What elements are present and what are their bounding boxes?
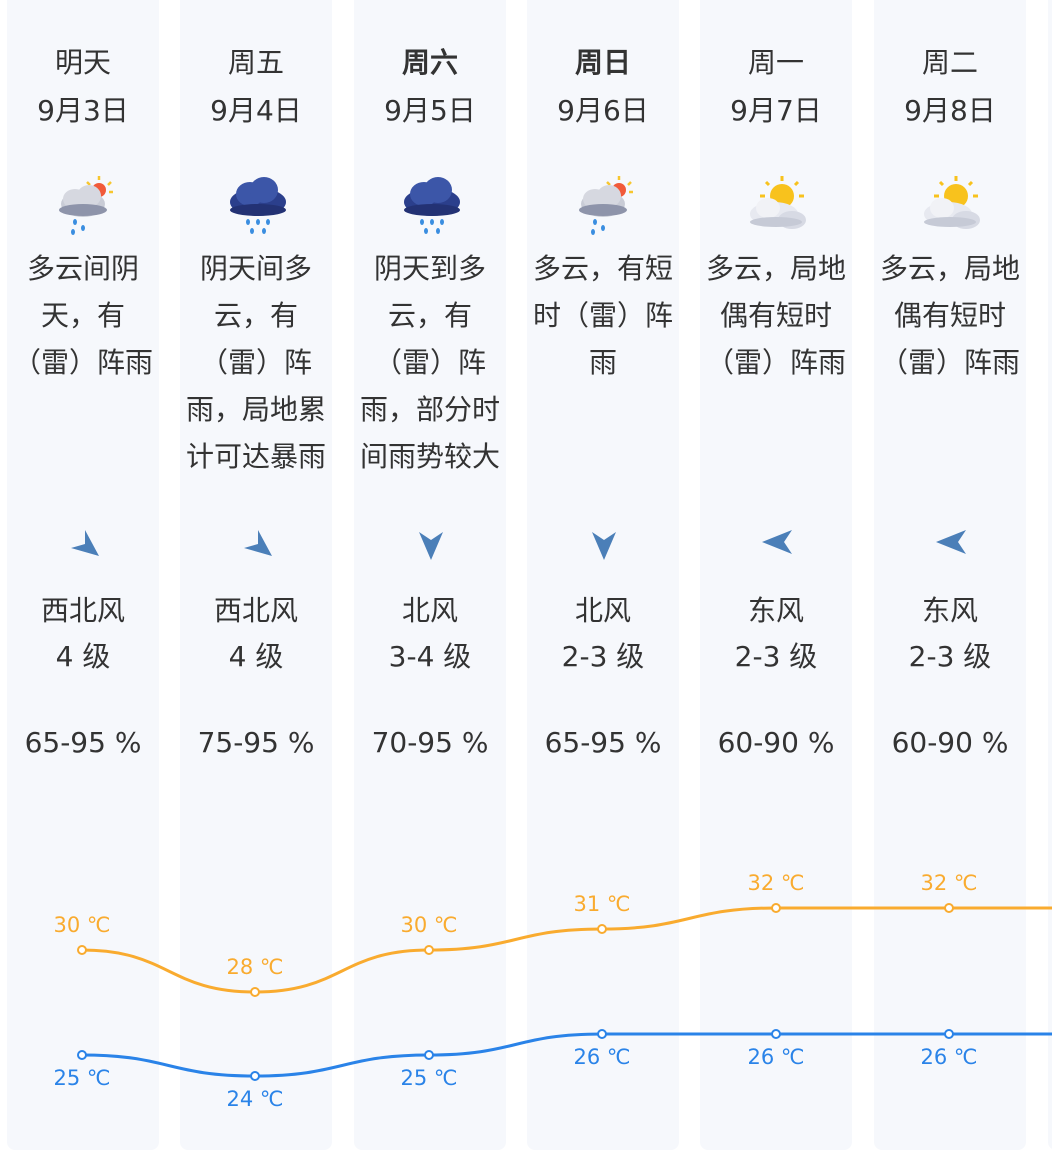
sun-behind-clouds-icon (746, 168, 810, 240)
weather-description: 多云，局地偶有短时（雷）阵雨 (705, 252, 846, 379)
day-date: 9月3日 (37, 94, 129, 127)
wind-direction: 北风 (574, 594, 631, 627)
arrow-west-icon (936, 522, 966, 562)
day-name: 周六 (401, 46, 458, 79)
weather-description: 阴天间多云，有（雷）阵雨，局地累计可达暴雨 (185, 252, 326, 473)
overcast-rain-icon (400, 168, 464, 240)
forecast-day-card: 周一 9月7日 多云，局地偶有短时（雷）阵雨 东风 2-3 级 60-90 % (700, 0, 852, 1150)
day-name: 周日 (574, 46, 631, 79)
wind-level: 4 级 (228, 640, 284, 673)
day-date: 9月7日 (730, 94, 822, 127)
humidity: 60-90 % (717, 726, 835, 759)
wind-level: 2-3 级 (734, 640, 818, 673)
day-date: 9月8日 (904, 94, 996, 127)
wind-level: 2-3 级 (561, 640, 645, 673)
wind-direction: 西北风 (213, 594, 298, 627)
humidity: 65-95 % (544, 726, 662, 759)
forecast-day-card: 周六 9月5日 阴天到多云，有（雷）阵雨，部分时间雨势较大 北风 3-4 级 7… (354, 0, 506, 1150)
day-name: 周一 (747, 46, 804, 79)
day-name: 周二 (921, 46, 978, 79)
wind-level: 3-4 级 (388, 640, 472, 673)
arrow-southeast-icon (242, 522, 272, 562)
day-date: 9月4日 (210, 94, 302, 127)
wind-direction: 北风 (401, 594, 458, 627)
humidity: 75-95 % (197, 726, 315, 759)
wind-direction: 东风 (921, 594, 978, 627)
weather-description: 多云间阴天，有（雷）阵雨 (12, 252, 153, 379)
forecast-day-card-partial (1048, 0, 1052, 1150)
weather-description: 多云，有短时（雷）阵雨 (532, 252, 673, 379)
weather-description: 多云，局地偶有短时（雷）阵雨 (879, 252, 1020, 379)
day-name: 明天 (54, 46, 111, 79)
humidity: 65-95 % (24, 726, 142, 759)
wind-direction: 西北风 (40, 594, 125, 627)
partly-cloudy-rain-icon (53, 168, 117, 240)
humidity: 60-90 % (891, 726, 1009, 759)
arrow-south-icon (589, 522, 619, 562)
forecast-day-card: 周二 9月8日 多云，局地偶有短时（雷）阵雨 东风 2-3 级 60-90 % (874, 0, 1026, 1150)
day-name: 周五 (227, 46, 284, 79)
weather-description: 阴天到多云，有（雷）阵雨，部分时间雨势较大 (359, 252, 500, 473)
humidity: 70-95 % (371, 726, 489, 759)
sun-behind-clouds-icon (920, 168, 984, 240)
partly-cloudy-rain-icon (573, 168, 637, 240)
arrow-west-icon (762, 522, 792, 562)
day-date: 9月5日 (384, 94, 476, 127)
wind-level: 4 级 (55, 640, 111, 673)
arrow-southeast-icon (69, 522, 99, 562)
wind-level: 2-3 级 (908, 640, 992, 673)
day-date: 9月6日 (557, 94, 649, 127)
wind-direction: 东风 (747, 594, 804, 627)
forecast-day-card: 周日 9月6日 多云，有短时（雷）阵雨 北风 2-3 级 65-95 % (527, 0, 679, 1150)
forecast-day-card: 明天 9月3日 多云间阴天，有（雷）阵雨 西北风 4 级 65-95 % (7, 0, 159, 1150)
overcast-rain-icon (226, 168, 290, 240)
arrow-south-icon (416, 522, 446, 562)
forecast-day-card: 周五 9月4日 阴天间多云，有（雷）阵雨，局地累计可达暴雨 西北风 4 级 75… (180, 0, 332, 1150)
